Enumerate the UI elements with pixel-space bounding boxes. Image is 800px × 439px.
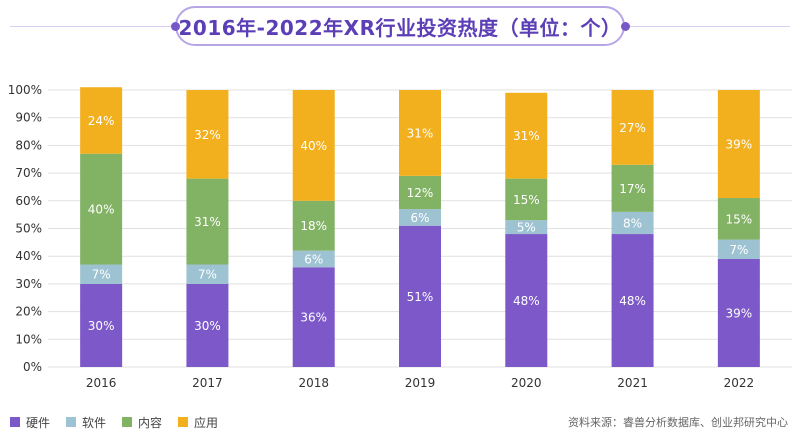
- stacked-bar-chart: 0% 10% 20% 30% 40% 50% 60% 70% 80% 90% 100% 30% 7% 40…: [8, 83, 792, 390]
- title-line-right: [625, 26, 790, 27]
- bar-segment: [611, 90, 654, 165]
- legend: 硬件 软件 内容 应用: [10, 412, 218, 432]
- legend-swatch-hardware: [10, 417, 20, 427]
- data-label: 17%: [619, 182, 646, 196]
- y-tick-label: 50%: [15, 222, 42, 236]
- bar-segment: [186, 90, 229, 179]
- data-label: 51%: [407, 290, 434, 304]
- x-tick-label: 2019: [405, 376, 436, 390]
- bar-segment: [186, 264, 229, 284]
- y-tick-label: 80%: [15, 138, 42, 152]
- x-tick-label: 2020: [511, 376, 542, 390]
- source-note: 资料来源：睿兽分析数据库、创业邦研究中心: [568, 416, 788, 429]
- data-label: 7%: [729, 243, 748, 257]
- chart-title: 2016年-2022年XR行业投资热度（单位：个）: [178, 15, 622, 40]
- data-label: 39%: [726, 306, 753, 320]
- bar-segment: [399, 209, 441, 226]
- data-label: 30%: [194, 319, 221, 333]
- x-tick-label: 2017: [192, 376, 223, 390]
- data-label: 48%: [513, 294, 540, 308]
- bar-segment: [505, 92, 548, 179]
- bar-segment: [611, 234, 654, 367]
- data-label: 15%: [513, 193, 540, 207]
- data-label: 40%: [300, 139, 327, 153]
- data-label: 40%: [88, 203, 115, 217]
- legend-swatch-software: [66, 417, 77, 427]
- bar-segment: [399, 175, 441, 210]
- x-tick-label: 2022: [724, 376, 755, 390]
- bar-segment: [292, 267, 335, 367]
- y-tick-label: 30%: [15, 277, 42, 291]
- legend-item-hardware: 硬件: [10, 414, 50, 431]
- bar-segment: [505, 220, 548, 235]
- data-label: 48%: [619, 294, 646, 308]
- title-dot-right: [621, 22, 630, 31]
- title-dot-left: [171, 22, 180, 31]
- data-label: 31%: [513, 129, 540, 143]
- y-tick-label: 60%: [15, 194, 42, 208]
- bar-segment: [80, 153, 123, 265]
- legend-label-hardware: 硬件: [26, 415, 51, 430]
- legend-item-content: 内容: [122, 414, 162, 431]
- bar-segment: [717, 239, 760, 259]
- y-tick-label: 90%: [15, 111, 42, 125]
- legend-swatch-content: [122, 417, 133, 427]
- bar-segment: [717, 258, 760, 367]
- bar-segment: [292, 250, 335, 268]
- data-label: 31%: [407, 126, 434, 140]
- bar-segment: [611, 211, 654, 235]
- bar-segment: [717, 90, 760, 199]
- data-label: 7%: [92, 268, 111, 282]
- y-tick-label: 0%: [23, 360, 42, 374]
- y-tick-label: 70%: [15, 166, 42, 180]
- y-tick-label: 40%: [15, 249, 42, 263]
- x-tick-label: 2016: [86, 376, 117, 390]
- bar-segment: [80, 87, 123, 154]
- data-label: 31%: [194, 215, 221, 229]
- data-label: 36%: [300, 311, 327, 325]
- bar-segment: [292, 200, 335, 251]
- bar-segment: [717, 198, 760, 240]
- data-label: 6%: [304, 252, 323, 266]
- title-line-left: [10, 26, 175, 27]
- data-label: 7%: [198, 268, 217, 282]
- data-label: 18%: [300, 219, 327, 233]
- data-label: 27%: [619, 121, 646, 135]
- bar-segment: [505, 178, 548, 221]
- bar-segment: [611, 164, 654, 212]
- legend-label-content: 内容: [138, 415, 163, 430]
- legend-item-software: 软件: [66, 414, 106, 431]
- data-label: 24%: [88, 114, 115, 128]
- data-label: 6%: [410, 211, 429, 225]
- x-tick-label: 2018: [298, 376, 329, 390]
- data-label: 39%: [726, 138, 753, 152]
- bar-segment: [186, 178, 229, 265]
- data-label: 8%: [623, 216, 642, 230]
- data-label: 5%: [517, 221, 536, 235]
- y-tick-label: 20%: [15, 305, 42, 319]
- bar-segment: [80, 283, 123, 367]
- legend-label-application: 应用: [194, 415, 219, 430]
- title-box: 2016年-2022年XR行业投资热度（单位：个）: [175, 6, 625, 46]
- x-tick-label: 2021: [617, 376, 648, 390]
- bar-segment: [399, 90, 441, 176]
- bar-segment: [80, 264, 123, 284]
- bar-segment: [292, 90, 335, 201]
- y-tick-label: 10%: [15, 332, 42, 346]
- legend-item-application: 应用: [178, 414, 218, 431]
- bar-segment: [186, 283, 229, 367]
- data-label: 12%: [407, 186, 434, 200]
- title-banner: 2016年-2022年XR行业投资热度（单位：个）: [0, 0, 800, 50]
- legend-label-software: 软件: [82, 415, 107, 430]
- legend-swatch-application: [178, 417, 189, 427]
- bar-segment: [505, 234, 548, 367]
- y-tick-label: 100%: [8, 83, 42, 97]
- chart-area: 0% 10% 20% 30% 40% 50% 60% 70% 80% 90% 100% 30% 7% 40…: [0, 70, 800, 400]
- data-label: 30%: [88, 319, 115, 333]
- bar-segment: [399, 225, 441, 367]
- data-label: 15%: [726, 212, 753, 226]
- data-label: 32%: [194, 128, 221, 142]
